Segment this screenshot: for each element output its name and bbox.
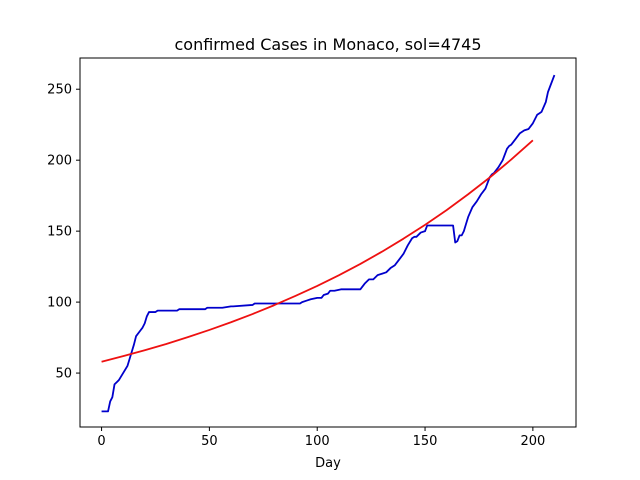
x-axis: 0 50 100 150 200 <box>97 427 545 449</box>
y-axis: 50 100 150 200 250 <box>47 83 80 382</box>
y-tick-label: 250 <box>47 83 72 98</box>
x-tick-label: 0 <box>97 434 105 449</box>
x-axis-label: Day <box>315 456 341 471</box>
series-line-0 <box>101 74 556 413</box>
x-tick-label: 100 <box>305 434 330 449</box>
y-tick-label: 100 <box>47 296 72 311</box>
x-tick-label: 200 <box>520 434 545 449</box>
y-tick-label: 150 <box>47 225 72 240</box>
x-tick-label: 50 <box>201 434 218 449</box>
plot-frame <box>79 57 577 428</box>
chart-title: confirmed Cases in Monaco, sol=4745 <box>174 35 481 54</box>
x-tick-label: 150 <box>413 434 438 449</box>
series-line-1 <box>101 139 534 363</box>
series-layer <box>101 74 556 413</box>
y-tick-label: 50 <box>55 367 72 382</box>
y-tick-label: 200 <box>47 154 72 169</box>
